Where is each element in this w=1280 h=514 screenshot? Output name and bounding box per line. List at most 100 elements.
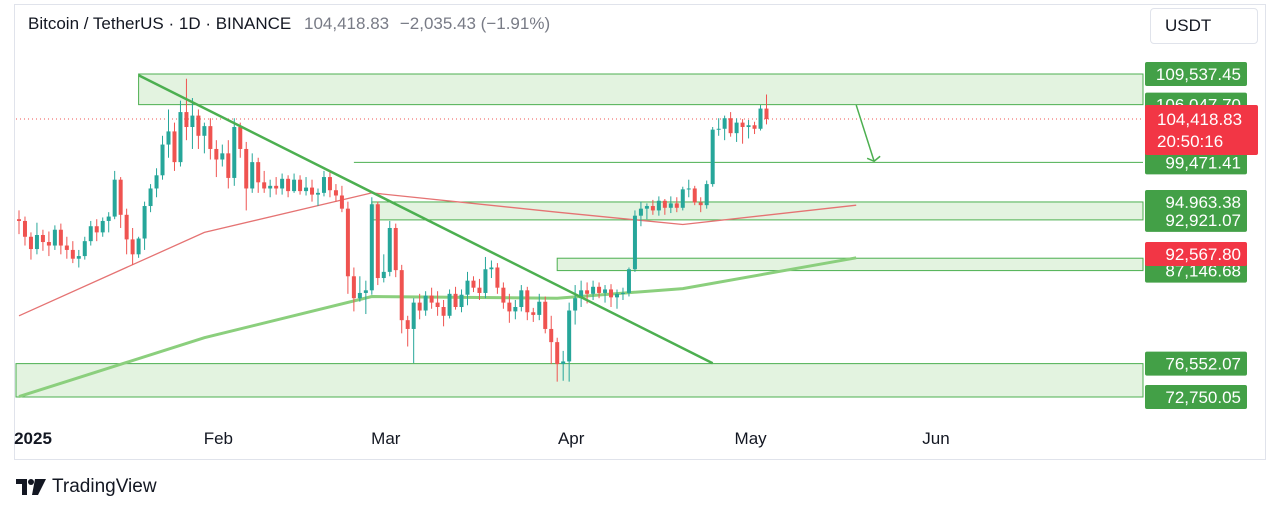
candle-body — [698, 202, 703, 206]
descending-trendline — [138, 74, 714, 365]
candle-body — [680, 189, 685, 208]
candle — [196, 109, 201, 149]
candle — [495, 263, 500, 294]
candle — [166, 109, 171, 158]
candle — [740, 119, 745, 144]
candle — [417, 293, 422, 320]
candle-body — [740, 122, 745, 128]
candle-body — [310, 187, 315, 195]
projection-arrow — [855, 104, 875, 162]
candle — [680, 186, 685, 211]
candle-body — [429, 295, 434, 303]
x-axis-label: Jun — [922, 429, 949, 448]
candle-body — [184, 112, 189, 128]
candle-body — [704, 184, 709, 206]
candle-body — [298, 179, 303, 192]
candle-body — [555, 342, 560, 365]
candle — [632, 210, 637, 272]
candle — [704, 180, 709, 209]
candle-body — [764, 108, 769, 120]
candle-body — [387, 227, 392, 272]
candle — [375, 201, 380, 286]
candle-body — [232, 127, 237, 178]
price-axis-label: 92,921.07 — [1145, 207, 1247, 232]
candle — [232, 118, 237, 186]
candle — [130, 227, 135, 265]
price-label-text: 87,146.68 — [1165, 262, 1241, 281]
candle-body — [274, 185, 279, 189]
candle-body — [375, 204, 380, 279]
candle-body — [70, 249, 75, 259]
candle — [184, 78, 189, 141]
tradingview-logo-icon — [16, 479, 46, 495]
candle — [728, 112, 733, 137]
price-label-text: 72,750.05 — [1165, 388, 1241, 407]
candle — [668, 196, 673, 214]
candle — [70, 241, 75, 264]
candle-body — [172, 131, 177, 163]
moving-average-red — [18, 192, 857, 317]
candle-body — [256, 162, 261, 183]
candle — [208, 118, 213, 160]
candle-body — [316, 192, 320, 195]
candle — [118, 177, 123, 228]
candle — [357, 276, 362, 302]
candle-body — [190, 115, 195, 128]
price-chart[interactable]: 2025FebMarAprMayJun109,537.45106,047.709… — [0, 0, 1280, 460]
candle — [507, 293, 512, 323]
candle-body — [40, 235, 45, 243]
candle-body — [351, 276, 356, 299]
candle — [321, 170, 326, 197]
price-label-bg — [1145, 351, 1247, 376]
candle-body — [196, 115, 201, 136]
candle-body — [238, 127, 243, 149]
candle-body — [734, 122, 739, 134]
currency-label: USDT — [1165, 16, 1212, 35]
price-axis-label: 72,750.05 — [1145, 385, 1247, 409]
candle-body — [447, 293, 452, 316]
candle-body — [716, 128, 721, 130]
candle — [256, 157, 261, 193]
candle-body — [489, 267, 494, 270]
candle-body — [166, 131, 171, 145]
candle — [752, 121, 757, 135]
price-label-text: 92,921.07 — [1165, 211, 1241, 230]
candle-body — [292, 179, 297, 192]
candle — [435, 291, 440, 316]
candle-body — [339, 195, 344, 209]
currency-selector[interactable]: USDT — [1150, 8, 1258, 44]
candle — [405, 315, 410, 347]
candle-body — [752, 125, 757, 129]
moving-average-green — [18, 256, 857, 399]
candle — [76, 249, 81, 268]
candle — [489, 260, 494, 279]
candle — [477, 278, 482, 300]
symbol-title[interactable]: Bitcoin / TetherUS · 1D · BINANCE — [28, 14, 292, 33]
x-axis-label: 2025 — [14, 429, 52, 448]
candle-body — [417, 302, 422, 311]
candle — [214, 140, 219, 178]
candle — [88, 220, 93, 246]
candle-body — [286, 178, 291, 192]
candle-body — [58, 229, 63, 246]
tradingview-logo[interactable]: TradingView — [16, 476, 157, 498]
candle — [316, 188, 320, 207]
candle — [501, 282, 506, 309]
candle — [142, 201, 147, 250]
candle — [656, 196, 661, 216]
candle-body — [615, 293, 619, 298]
candle — [82, 236, 87, 260]
candle-body — [495, 267, 500, 288]
candle — [638, 201, 643, 227]
candle — [34, 222, 39, 255]
candle-body — [507, 302, 512, 312]
candle-body — [142, 206, 147, 239]
candle — [662, 199, 667, 215]
candle-body — [148, 188, 153, 207]
x-axis-label: Feb — [204, 429, 233, 448]
last-price: 104,418.83 — [304, 14, 390, 33]
candle — [58, 223, 63, 255]
candle-body — [662, 200, 667, 208]
candle — [64, 236, 69, 259]
candle-body — [321, 177, 326, 193]
